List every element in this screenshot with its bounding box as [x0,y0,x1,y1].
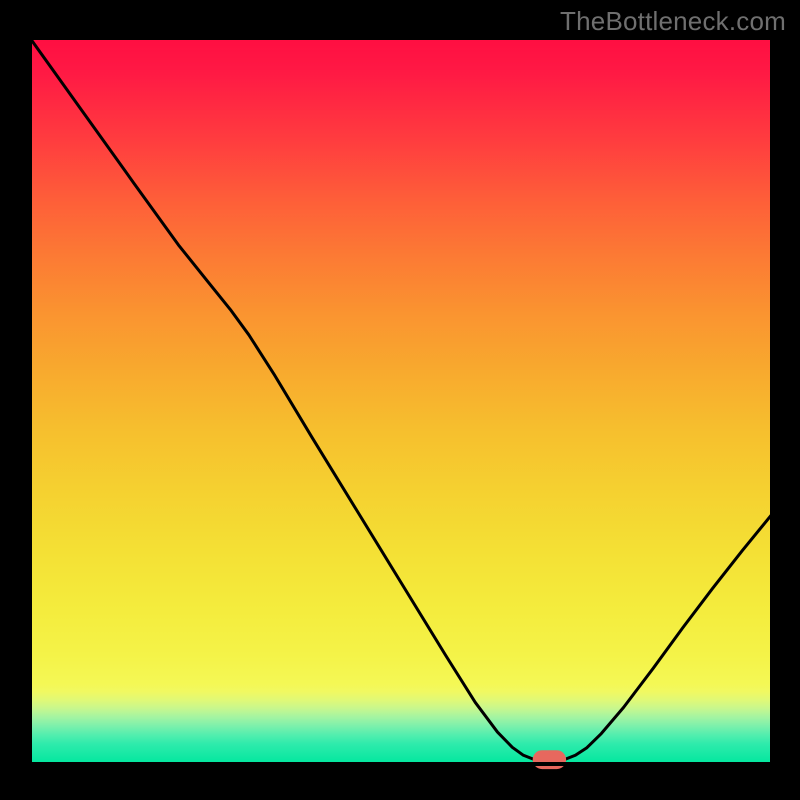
bottleneck-chart [0,0,800,800]
watermark-text: TheBottleneck.com [560,6,786,37]
plot-background [30,38,772,764]
optimal-point-marker [533,750,566,769]
chart-container: TheBottleneck.com [0,0,800,800]
